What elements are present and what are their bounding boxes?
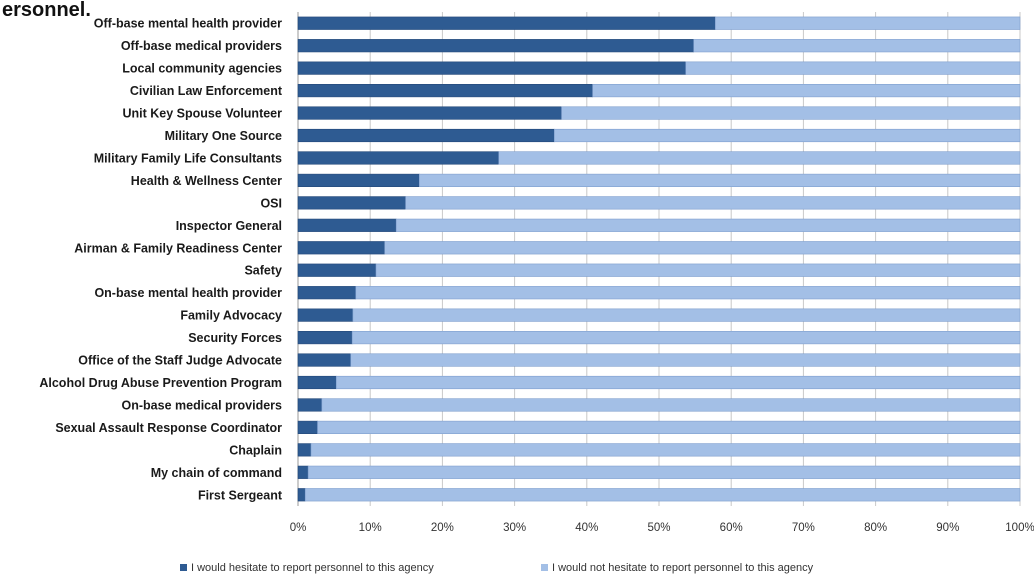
legend-swatch — [541, 564, 548, 571]
bar-hesitate — [297, 196, 406, 210]
category-label: Family Advocacy — [180, 309, 282, 323]
bar-hesitate — [297, 465, 309, 479]
bar-hesitate — [297, 353, 352, 367]
bar-not-hesitate — [554, 128, 1021, 143]
x-tick-label: 10% — [359, 522, 382, 534]
x-tick-labels: 0% 10% 20% 30% 40% 50% 60% 70% 80% 90% 100% — [290, 522, 1034, 534]
category-label: Security Forces — [188, 331, 282, 345]
bar-not-hesitate — [685, 61, 1021, 75]
category-label: Sexual Assault Response Coordinator — [55, 421, 282, 435]
x-tick-label: 50% — [647, 522, 670, 534]
category-label: OSI — [260, 196, 282, 210]
bar-hesitate — [297, 398, 323, 412]
bar-area — [297, 16, 1021, 502]
category-label: Alcohol Drug Abuse Prevention Program — [39, 376, 282, 390]
bar-hesitate — [297, 218, 397, 232]
bar-hesitate — [297, 84, 593, 98]
category-labels: Off-base mental health provider Off-base … — [39, 17, 282, 503]
bar-not-hesitate — [310, 443, 1021, 457]
x-tick-label: 40% — [575, 522, 598, 534]
bar-hesitate — [297, 331, 353, 345]
x-tick-label: 100% — [1005, 522, 1034, 534]
x-tick-label: 20% — [431, 522, 454, 534]
legend-swatch — [180, 564, 187, 571]
category-label: On-base medical providers — [122, 398, 283, 412]
category-label: Local community agencies — [122, 62, 282, 76]
legend: I would hesitate to report personnel to … — [180, 562, 814, 574]
bar-not-hesitate — [350, 353, 1021, 367]
bar-hesitate — [297, 173, 420, 187]
category-label: Safety — [244, 264, 282, 278]
bar-not-hesitate — [355, 286, 1021, 300]
bar-not-hesitate — [304, 488, 1021, 502]
bar-not-hesitate — [335, 375, 1021, 390]
bar-not-hesitate — [321, 398, 1021, 412]
x-tick-label: 80% — [864, 522, 887, 534]
legend-label: I would hesitate to report personnel to … — [191, 562, 434, 574]
bar-not-hesitate — [715, 16, 1021, 30]
category-label: My chain of command — [151, 466, 282, 480]
bar-not-hesitate — [317, 420, 1021, 434]
bar-not-hesitate — [352, 308, 1021, 322]
bar-not-hesitate — [307, 465, 1021, 479]
bar-not-hesitate — [498, 151, 1021, 165]
category-label: Airman & Family Readiness Center — [74, 241, 282, 255]
x-tick-label: 70% — [792, 522, 815, 534]
x-tick-label: 30% — [503, 522, 526, 534]
bar-hesitate — [297, 106, 562, 120]
bar-hesitate — [297, 308, 354, 322]
category-label: Office of the Staff Judge Advocate — [78, 354, 282, 368]
bar-hesitate — [297, 443, 312, 457]
x-tick-label: 0% — [290, 522, 307, 534]
bar-hesitate — [297, 61, 687, 75]
bar-hesitate — [297, 286, 357, 300]
category-label: Off-base medical providers — [121, 39, 282, 53]
category-label: Chaplain — [229, 443, 282, 457]
bar-hesitate — [297, 420, 318, 434]
legend-label: I would not hesitate to report personnel… — [552, 562, 814, 574]
bar-not-hesitate — [375, 263, 1021, 277]
bar-not-hesitate — [693, 39, 1021, 53]
bar-not-hesitate — [395, 218, 1021, 232]
page-title-fragment: ersonnel. — [2, 0, 91, 21]
category-label: Unit Key Spouse Volunteer — [122, 107, 282, 121]
bar-not-hesitate — [561, 106, 1021, 120]
category-label: Off-base mental health provider — [94, 17, 282, 31]
category-label: First Sergeant — [198, 488, 283, 502]
bar-hesitate — [297, 488, 306, 502]
bar-hesitate — [297, 375, 337, 390]
bar-not-hesitate — [592, 84, 1021, 98]
bar-hesitate — [297, 241, 385, 255]
bar-not-hesitate — [418, 173, 1021, 187]
category-label: Health & Wellness Center — [131, 174, 282, 188]
x-tick-label: 90% — [936, 522, 959, 534]
bar-not-hesitate — [384, 241, 1021, 255]
category-label: Military One Source — [165, 129, 282, 143]
bar-hesitate — [297, 151, 500, 165]
bar-hesitate — [297, 16, 716, 30]
category-label: Inspector General — [176, 219, 282, 233]
bar-not-hesitate — [405, 196, 1021, 210]
bar-hesitate — [297, 263, 377, 277]
category-label: On-base mental health provider — [94, 286, 282, 300]
bar-hesitate — [297, 39, 694, 53]
category-label: Civilian Law Enforcement — [130, 84, 283, 98]
x-tick-label: 60% — [720, 522, 743, 534]
bar-not-hesitate — [351, 331, 1021, 345]
category-label: Military Family Life Consultants — [94, 151, 282, 165]
bar-hesitate — [297, 128, 555, 143]
